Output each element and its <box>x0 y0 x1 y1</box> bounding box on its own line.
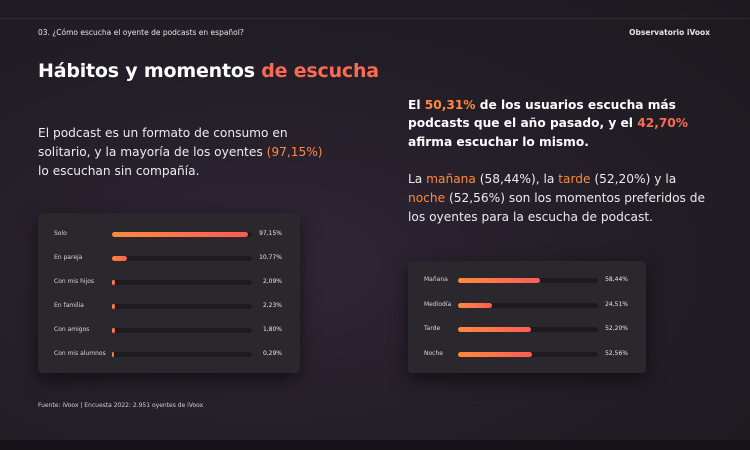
right-paragraph: La mañana (58,44%), la tarde (52,20%) y … <box>408 170 708 227</box>
bar-track <box>112 232 252 237</box>
bar <box>112 304 116 309</box>
bar-row: Solo 97,15% <box>38 228 300 240</box>
source-note: Fuente: iVoox | Encuesta 2022: 2.951 oye… <box>38 402 204 409</box>
bar <box>112 280 115 285</box>
right-bold-v1: 50,31% <box>424 98 476 112</box>
bar-row: Mediodía 24,51% <box>408 299 646 311</box>
left-text-part1: El podcast es un formato de consumo en s… <box>38 126 288 159</box>
bottom-strip <box>0 440 750 450</box>
left-text-highlight: (97,15%) <box>266 144 323 159</box>
bar <box>112 256 128 261</box>
right-bold-p1: El <box>408 98 425 112</box>
bar-value-label: 10,77% <box>259 254 282 261</box>
bar-row: Con amigos 1,80% <box>38 324 300 336</box>
right-text-p4: (52,56%) son los momentos preferidos de … <box>408 190 706 224</box>
bar-label: Solo <box>54 230 67 237</box>
bar-value-label: 97,15% <box>259 230 282 237</box>
right-bold-p2: de los usuarios escucha más podcasts que… <box>408 98 676 131</box>
bar-track <box>112 256 252 261</box>
bar <box>458 302 493 308</box>
bar-row: Mañana 58,44% <box>408 274 646 286</box>
slide: 03. ¿Cómo escucha el oyente de podcasts … <box>0 0 750 440</box>
bar-track <box>112 352 252 357</box>
right-bold-paragraph: El 50,31% de los usuarios escucha más po… <box>408 96 708 151</box>
time-of-day-chart-card: Mañana 58,44% Mediodía 24,51% Tarde 52,20% Noc… <box>408 261 646 373</box>
bar-row: En familia 2,23% <box>38 300 300 312</box>
bar-value-label: 0,29% <box>262 350 282 357</box>
right-text-night: noche <box>408 190 446 205</box>
bar-value-label: 52,56% <box>605 349 628 357</box>
right-bold-v2: 42,70% <box>637 116 688 131</box>
bar-label: Tarde <box>424 325 441 332</box>
bar <box>458 327 532 332</box>
bar-label: Con mis alumnos <box>54 350 106 357</box>
brand-label: Observatorio iVoox <box>629 28 710 37</box>
bar-value-label: 2,09% <box>262 278 282 285</box>
left-text-part2: lo escuchan sin compañía. <box>38 163 200 178</box>
bar-track <box>458 327 598 332</box>
bar <box>112 352 114 357</box>
bar-label: Noche <box>424 349 443 357</box>
right-text-p2: (58,44%), la <box>475 172 559 186</box>
top-divider <box>0 18 750 19</box>
bar-label: Mañana <box>424 276 448 283</box>
bar-track <box>458 278 598 283</box>
bar <box>112 328 115 333</box>
right-text-morning: mañana <box>426 172 476 186</box>
title-main: Hábitos y momentos <box>38 60 262 82</box>
bar-row: En pareja 10,77% <box>38 252 300 264</box>
bar-track <box>112 280 252 285</box>
title-accent: de escucha <box>261 60 379 82</box>
right-text-p3: (52,20%) y la <box>590 172 677 186</box>
bar-row: Tarde 52,20% <box>408 323 646 335</box>
page-title: Hábitos y momentos de escucha <box>38 60 379 82</box>
bar-row: Con mis hijos 2,09% <box>38 276 300 288</box>
right-text-p1: La <box>408 172 427 186</box>
bar <box>458 351 532 357</box>
bar-label: Mediodía <box>424 300 452 308</box>
left-paragraph: El podcast es un formato de consumo en s… <box>38 124 328 181</box>
bar-label: Con amigos <box>54 326 90 333</box>
bar-track <box>112 304 252 309</box>
bar-value-label: 58,44% <box>605 276 628 283</box>
section-title: 03. ¿Cómo escucha el oyente de podcasts … <box>38 28 244 37</box>
bar-track <box>458 302 598 308</box>
bar-label: En familia <box>54 302 84 309</box>
bar <box>112 232 248 237</box>
right-text-afternoon: tarde <box>558 172 591 186</box>
bar-value-label: 52,20% <box>605 325 628 332</box>
bar-row: Con mis alumnos 0,29% <box>38 348 300 360</box>
right-bold-p3: afirma escuchar lo mismo. <box>408 134 589 149</box>
bar-row: Noche 52,56% <box>408 348 646 360</box>
bar-value-label: 1,80% <box>262 326 282 333</box>
bar-track <box>112 328 252 333</box>
bar-value-label: 24,51% <box>605 300 628 308</box>
bar-label: Con mis hijos <box>54 278 95 285</box>
bar-label: En pareja <box>54 254 83 261</box>
bar-track <box>458 351 598 357</box>
bar <box>458 278 540 283</box>
bar-value-label: 2,23% <box>262 302 282 309</box>
company-chart-card: Solo 97,15% En pareja 10,77% Con mis hijos 2,… <box>38 213 300 373</box>
